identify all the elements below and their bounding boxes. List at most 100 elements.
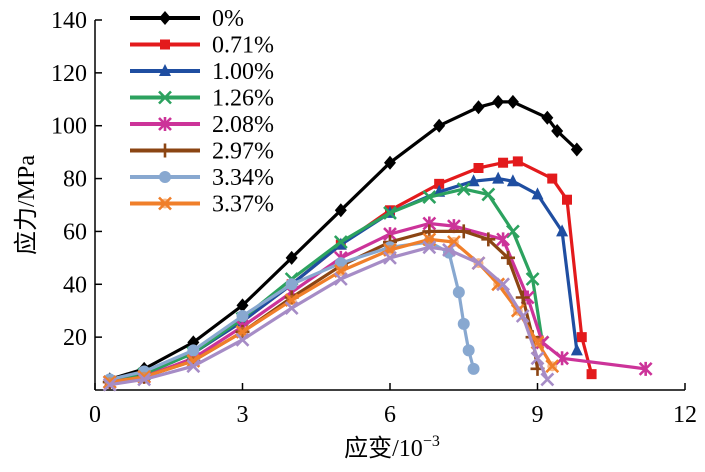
data-point: [496, 277, 511, 292]
data-point: [525, 272, 540, 286]
legend-item: 1.00%: [130, 59, 274, 85]
data-point-fill: [237, 326, 248, 337]
legend-marker: [160, 39, 170, 50]
data-point: [456, 224, 471, 239]
x-tick-label: 9: [532, 402, 544, 428]
data-point: [456, 182, 471, 197]
y-tick-label: 120: [51, 61, 87, 87]
y-axis-title: 应力/MPa: [13, 155, 40, 255]
data-point: [236, 298, 249, 313]
data-point-fill: [335, 266, 346, 277]
data-point: [452, 286, 465, 299]
legend-marker: [159, 64, 171, 76]
data-point: [472, 100, 485, 115]
data-point: [555, 351, 570, 366]
data-point: [481, 187, 496, 202]
data-point: [334, 203, 347, 218]
data-point: [333, 272, 348, 286]
data-point: [540, 372, 555, 387]
data-point: [383, 250, 397, 265]
y-tick-label: 140: [51, 8, 87, 34]
x-tick-label: 12: [673, 402, 697, 428]
data-point-fill: [532, 337, 543, 348]
series-line: [109, 100, 578, 381]
legend-item: 3.34%: [130, 165, 274, 191]
data-point: [530, 351, 545, 366]
data-point: [501, 250, 515, 265]
series-9: [102, 240, 555, 392]
x-tick-label: 6: [384, 402, 396, 428]
data-point: [492, 94, 505, 109]
x-axis-title: 应变/10−3: [344, 433, 440, 462]
data-point: [383, 206, 397, 220]
series-4: [102, 182, 550, 389]
data-point: [186, 359, 201, 374]
legend-item: 0%: [130, 6, 244, 32]
data-point: [576, 332, 587, 343]
data-point: [467, 362, 480, 375]
data-point: [498, 157, 509, 168]
legend-label: 2.97%: [212, 139, 274, 165]
data-point-fill: [448, 237, 459, 247]
legend-marker-fill: [160, 198, 170, 209]
y-tick-label: 20: [63, 325, 87, 351]
legend-label: 3.34%: [212, 165, 274, 191]
legend-label: 0.71%: [212, 33, 274, 59]
data-point: [284, 301, 299, 315]
data-point: [433, 118, 446, 133]
data-point-fill: [286, 295, 297, 306]
data-point: [236, 310, 249, 322]
data-point: [492, 171, 505, 184]
y-tick-label: 40: [63, 272, 87, 298]
legend-item: 1.26%: [130, 86, 274, 112]
data-point: [102, 377, 117, 392]
legend-label: 3.37%: [212, 192, 274, 218]
y-tick-label: 60: [63, 219, 87, 245]
x-tick-label: 0: [89, 402, 101, 428]
data-point: [551, 124, 564, 138]
data-point: [442, 243, 456, 257]
data-point: [285, 250, 298, 265]
data-point: [515, 309, 530, 323]
series-line: [109, 221, 646, 384]
legend-label: 1.00%: [212, 59, 274, 85]
series-line: [109, 245, 549, 387]
data-point: [481, 232, 496, 247]
data-point-fill: [547, 361, 558, 372]
data-point: [285, 278, 298, 291]
data-point: [422, 240, 437, 255]
data-point-fill: [385, 244, 395, 255]
data-point: [570, 142, 583, 157]
legend-label: 2.08%: [212, 112, 274, 138]
data-point: [434, 178, 445, 189]
legend-marker: [159, 11, 171, 25]
legend-marker: [158, 117, 172, 131]
data-point: [586, 369, 597, 380]
data-point: [187, 344, 200, 357]
data-point: [422, 190, 437, 204]
data-point: [462, 344, 475, 357]
data-point: [570, 343, 583, 356]
y-tick-label: 80: [63, 167, 87, 193]
data-point: [471, 256, 486, 271]
data-point: [506, 174, 519, 187]
data-point: [506, 94, 519, 109]
x-tick-label: 3: [237, 402, 249, 428]
legend: 0%0.71%1.00%1.26%2.08%2.97%3.34%3.37%: [130, 6, 274, 218]
data-point: [467, 174, 480, 187]
data-point: [496, 232, 511, 247]
data-point: [235, 332, 250, 347]
y-tick-label: 100: [51, 114, 87, 140]
legend-item: 0.71%: [130, 33, 274, 59]
data-point: [515, 290, 530, 305]
data-point-fill: [424, 234, 435, 245]
axes: 0 3 6 9 12 20 40 60 80 100 120 140: [51, 8, 697, 428]
data-point: [531, 187, 544, 200]
data-point: [334, 257, 347, 270]
legend-label: 1.26%: [212, 86, 274, 112]
series-layer: [102, 94, 653, 392]
data-point: [547, 173, 558, 184]
series-2: [104, 156, 597, 388]
legend-item: 2.97%: [130, 139, 274, 165]
